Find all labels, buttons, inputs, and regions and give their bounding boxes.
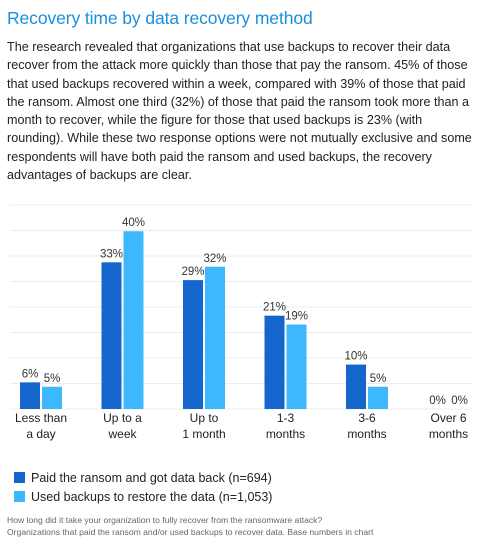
legend-label-backups: Used backups to restore the data (n=1,05… [31,489,273,504]
x-tick-label: 1-3 [277,411,295,425]
bar-backups-1 [123,231,144,409]
value-label: 5% [370,373,387,385]
x-tick-labels: Less than a day Up to a week Up to 1 month 1-3… [15,411,468,441]
legend-item-paid: Paid the ransom and got data back (n=694… [14,468,272,487]
value-labels: 6% 5%33%40%29%32%21%19%10%5%0% 0% [22,217,468,407]
legend-swatch-backups [14,491,25,502]
bars [20,231,388,409]
x-tick-label: months [347,427,386,441]
x-tick-label: Less than [15,411,67,425]
footnote-base: Organizations that paid the ransom and/o… [7,526,374,537]
x-tick-label: week [107,427,137,441]
legend-label-paid: Paid the ransom and got data back (n=694… [31,470,272,485]
value-label: 0% [429,395,446,407]
bar-paid-1 [101,262,122,409]
value-label: 0% [451,395,468,407]
value-label: 19% [285,311,308,323]
legend: Paid the ransom and got data back (n=694… [14,468,272,506]
bar-paid-3 [264,315,285,409]
x-tick-label: Up to [190,411,219,425]
body-paragraph: The research revealed that organizations… [7,40,472,183]
x-tick-label: Over 6 [430,411,466,425]
value-label: 32% [203,253,226,265]
footnote: How long did it take your organization t… [7,515,373,538]
value-label: 5% [44,373,61,385]
x-tick-label: 3-6 [358,411,376,425]
x-tick-label: Up to a [103,411,142,425]
x-tick-label: 1 month [182,427,225,441]
bar-backups-0 [42,386,62,409]
gridlines [10,204,472,410]
value-label: 40% [122,217,145,229]
value-label: 33% [100,248,123,260]
bar-backups-3 [286,324,307,409]
bar-paid-2 [183,280,203,409]
value-label: 21% [263,302,286,314]
chart-title: Recovery time by data recovery method [7,8,313,28]
legend-item-backups: Used backups to restore the data (n=1,05… [14,487,272,506]
value-label: 10% [344,351,367,363]
x-tick-label: a day [26,427,55,441]
value-label: 29% [181,266,204,278]
x-tick-label: months [429,427,468,441]
value-label: 6% [22,368,39,380]
bar-chart: 6% 5%33%40%29%32%21%19%10%5%0% 0% Less tha… [10,204,472,441]
legend-swatch-paid [14,472,25,483]
x-tick-label: months [266,427,305,441]
bar-backups-4 [368,386,388,409]
bar-paid-0 [20,382,40,409]
footnote-question: How long did it take your organization t… [7,515,323,525]
bar-backups-2 [205,266,225,409]
bar-paid-4 [346,364,366,409]
